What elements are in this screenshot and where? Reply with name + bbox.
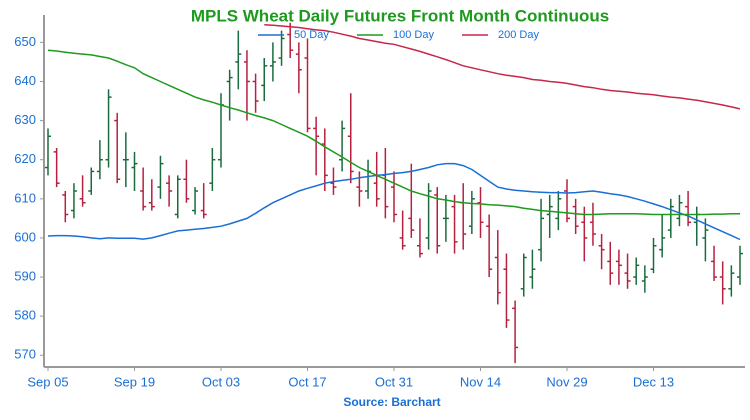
y-tick-label: 620 [14, 151, 36, 166]
legend-label: 100 Day [393, 29, 434, 41]
moving-average-line [47, 162, 741, 241]
legend-label: 50 Day [294, 29, 329, 41]
y-tick-label: 650 [14, 34, 36, 49]
moving-average-line [264, 24, 741, 110]
x-tick-label: Sep 05 [27, 374, 68, 389]
y-tick-label: 630 [14, 112, 36, 127]
x-tick-label: Oct 03 [202, 374, 240, 389]
x-tick-label: Dec 13 [633, 374, 674, 389]
x-tick-label: Nov 29 [546, 374, 587, 389]
y-tick-label: 600 [14, 229, 36, 244]
x-tick-label: Nov 14 [460, 374, 501, 389]
moving-average-line [47, 49, 740, 216]
source: Source: Barchart [343, 395, 440, 409]
legend-label: 200 Day [498, 29, 539, 41]
chart-title: MPLS Wheat Daily Futures Front Month Con… [191, 6, 609, 25]
x-tick-label: Sep 19 [114, 374, 155, 389]
y-tick-label: 570 [14, 347, 36, 362]
y-tick-label: 580 [14, 308, 36, 323]
x-tick-label: Oct 31 [375, 374, 413, 389]
y-tick-label: 640 [14, 73, 36, 88]
y-tick-label: 590 [14, 268, 36, 283]
x-tick-label: Oct 17 [288, 374, 326, 389]
y-tick-label: 610 [14, 190, 36, 205]
